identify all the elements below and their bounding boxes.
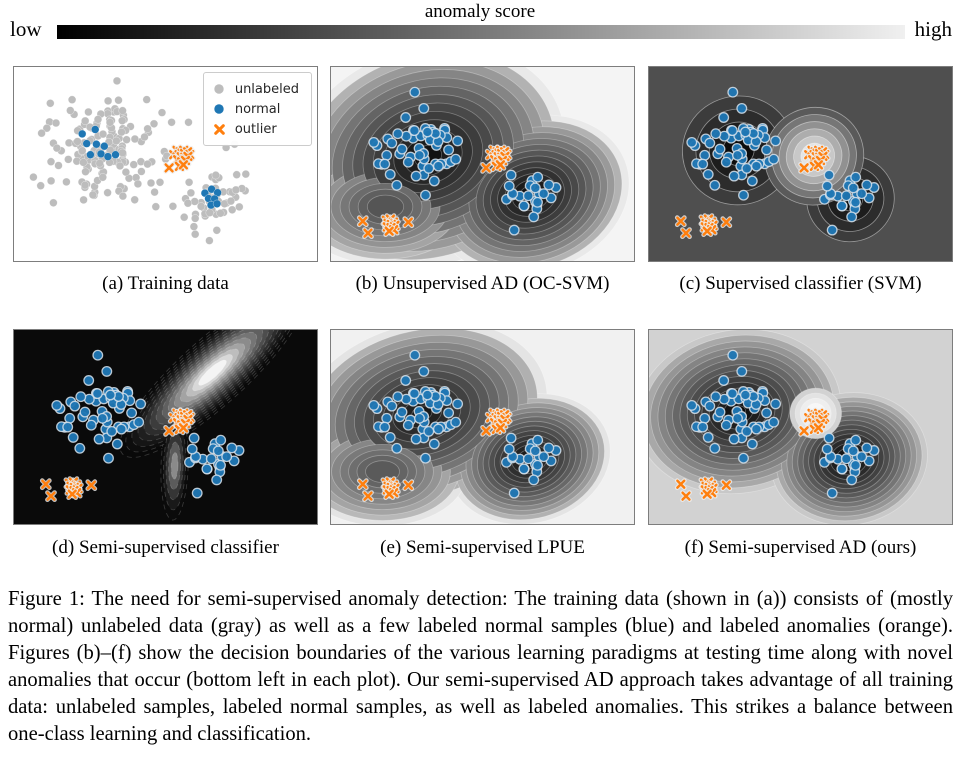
normal-marker-icon xyxy=(212,102,227,117)
plot-semisupervised-ad-ours xyxy=(648,329,953,525)
plot-semisupervised-ad-ours-canvas xyxy=(649,330,952,524)
plot-svg-c xyxy=(649,67,952,261)
legend: unlabeled normal outlier xyxy=(202,72,312,146)
plot-semisupervised-classifier xyxy=(13,329,318,525)
subcaption-c: (c) Supervised classifier (SVM) xyxy=(679,273,922,294)
plot-unsupervised-ocsvm-canvas xyxy=(331,67,634,261)
colorbar-high-label: high xyxy=(914,17,952,41)
normal-points xyxy=(51,349,245,499)
novel-anomaly-points xyxy=(39,476,98,502)
labeled-outlier-points xyxy=(163,407,196,437)
normal-points xyxy=(368,349,562,499)
novel-anomaly-points xyxy=(356,213,415,239)
legend-item-normal: normal xyxy=(212,99,299,119)
legend-item-outlier: outlier xyxy=(212,119,299,139)
legend-item-unlabeled: unlabeled xyxy=(212,79,299,99)
plot-svg-f xyxy=(649,330,952,524)
subcaption-f: (f) Semi-supervised AD (ours) xyxy=(684,537,917,558)
plot-svg-d xyxy=(14,330,317,524)
labeled-outlier-points xyxy=(163,144,196,174)
unlabeled-marker-icon xyxy=(212,82,227,97)
plot-svg-e xyxy=(331,330,634,524)
normal-points xyxy=(368,86,562,236)
labeled-outlier-points xyxy=(798,144,831,174)
subcaption-d: (d) Semi-supervised classifier xyxy=(52,537,279,558)
outlier-marker-icon xyxy=(212,122,227,137)
novel-anomaly-points xyxy=(674,213,733,239)
plot-supervised-svm-canvas xyxy=(649,67,952,261)
plot-semisupervised-lpue-canvas xyxy=(331,330,634,524)
plot-supervised-svm xyxy=(648,66,953,262)
unlabeled-points xyxy=(29,76,250,245)
labeled-outlier-points xyxy=(480,144,513,174)
colorbar-low-label: low xyxy=(10,17,42,41)
legend-label-unlabeled: unlabeled xyxy=(234,81,299,97)
normal-points xyxy=(686,349,880,499)
novel-anomaly-points xyxy=(674,476,733,502)
labeled-outlier-points xyxy=(480,407,513,437)
colorbar-title: anomaly score xyxy=(424,1,536,22)
plot-semisupervised-lpue xyxy=(330,329,635,525)
labeled-outlier-points xyxy=(798,407,831,437)
legend-label-normal: normal xyxy=(234,101,281,117)
legend-label-outlier: outlier xyxy=(234,121,277,137)
normal-points xyxy=(686,86,880,236)
figure-caption: Figure 1: The need for semi-supervised a… xyxy=(8,588,953,745)
plot-training-data: unlabeled normal outlier xyxy=(13,66,318,262)
subcaption-e: (e) Semi-supervised LPUE xyxy=(380,537,585,558)
novel-anomaly-points xyxy=(356,476,415,502)
labeled-normal-points xyxy=(78,125,222,210)
plot-unsupervised-ocsvm xyxy=(330,66,635,262)
colorbar-gradient xyxy=(57,25,905,39)
subcaption-a: (a) Training data xyxy=(102,273,229,294)
plot-semisupervised-classifier-canvas xyxy=(14,330,317,524)
subcaption-b: (b) Unsupervised AD (OC-SVM) xyxy=(355,273,610,294)
plot-svg-b xyxy=(331,67,634,261)
